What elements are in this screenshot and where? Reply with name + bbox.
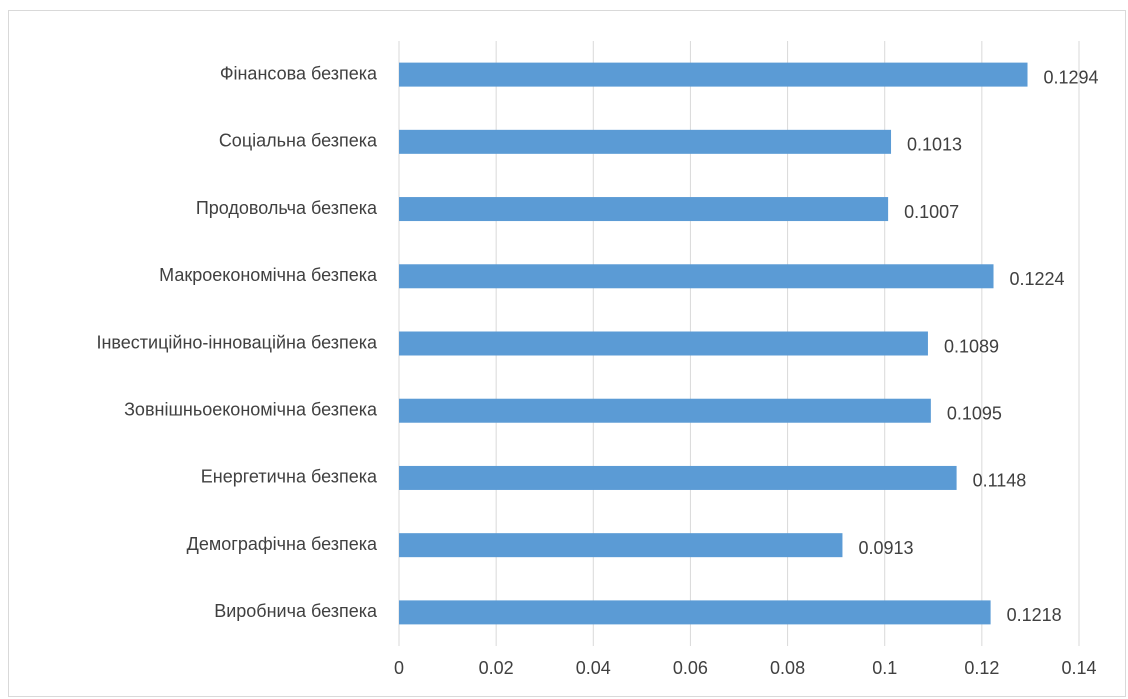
category-label: Соціальна безпека [219, 131, 378, 151]
bar [399, 533, 843, 558]
bar-chart: Виробнича безпека Демографічна безпека Ене… [96, 41, 1099, 678]
x-tick-label: 0.02 [479, 658, 514, 678]
data-label: 0.1007 [904, 202, 959, 222]
bars [399, 62, 1028, 625]
x-tick-label: 0.04 [576, 658, 611, 678]
bar [399, 264, 994, 289]
bar [399, 331, 928, 356]
data-label: 0.0913 [858, 538, 913, 558]
category-label: Макроекономічна безпека [159, 265, 378, 285]
x-axis-tick-labels: 0 0.02 0.04 0.06 0.08 0.1 0.12 0.14 [394, 658, 1097, 678]
category-label: Інвестиційно-інноваційна безпека [96, 332, 378, 352]
category-label: Зовнішньоекономічна безпека [124, 399, 378, 419]
data-label: 0.1218 [1007, 605, 1062, 625]
x-tick-label: 0.12 [964, 658, 999, 678]
x-tick-label: 0 [394, 658, 404, 678]
category-label: Енергетична безпека [201, 467, 378, 487]
category-label: Демографічна безпека [187, 534, 378, 554]
data-label: 0.1224 [1010, 269, 1065, 289]
data-label: 0.1089 [944, 336, 999, 356]
x-tick-label: 0.06 [673, 658, 708, 678]
category-label: Продовольча безпека [196, 198, 378, 218]
bar [399, 129, 892, 154]
bar [399, 197, 889, 222]
bar [399, 398, 931, 423]
data-labels: 0.1218 0.0913 0.1148 0.1095 0.1089 0.1224 0.10… [858, 67, 1098, 625]
data-label: 0.1095 [947, 403, 1002, 423]
x-tick-label: 0.08 [770, 658, 805, 678]
x-tick-label: 0.14 [1061, 658, 1096, 678]
data-label: 0.1148 [973, 471, 1027, 491]
bar [399, 465, 957, 490]
category-label: Виробнича безпека [214, 601, 378, 621]
category-labels: Виробнича безпека Демографічна безпека Ене… [96, 63, 378, 621]
chart-frame: Виробнича безпека Демографічна безпека Ене… [8, 10, 1126, 697]
data-label: 0.1013 [907, 135, 962, 155]
bar [399, 600, 991, 625]
data-label: 0.1294 [1044, 67, 1099, 87]
category-label: Фінансова безпека [220, 63, 378, 83]
bar [399, 62, 1028, 87]
x-tick-label: 0.1 [872, 658, 897, 678]
